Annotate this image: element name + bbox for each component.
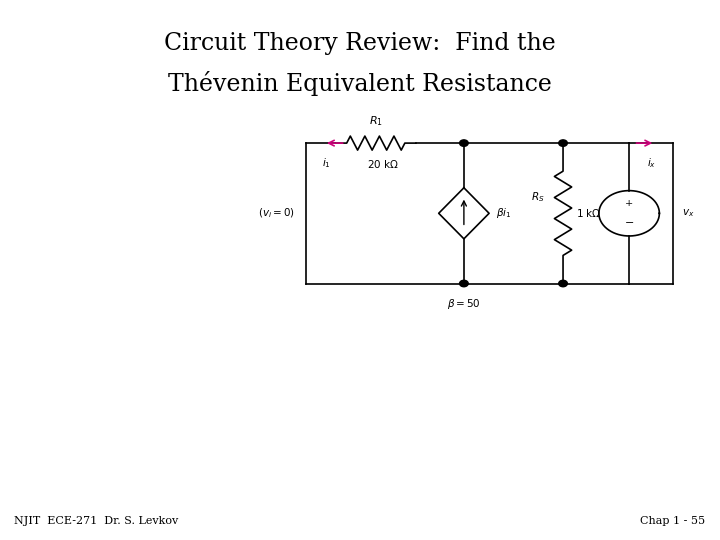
Text: $R_1$: $R_1$ <box>369 114 383 128</box>
Circle shape <box>559 280 567 287</box>
Text: −: − <box>624 218 634 228</box>
Text: $20\ \mathrm{k\Omega}$: $20\ \mathrm{k\Omega}$ <box>367 158 399 170</box>
Text: Thévenin Equivalent Resistance: Thévenin Equivalent Resistance <box>168 71 552 96</box>
Text: $i_x$: $i_x$ <box>647 157 656 171</box>
Text: Chap 1 - 55: Chap 1 - 55 <box>641 516 706 526</box>
Text: $R_S$: $R_S$ <box>531 190 545 204</box>
Text: +: + <box>625 199 634 208</box>
Text: $1\ \mathrm{k\Omega}$: $1\ \mathrm{k\Omega}$ <box>576 207 601 219</box>
Text: $\beta = 50$: $\beta = 50$ <box>447 297 481 311</box>
Circle shape <box>459 140 468 146</box>
Text: $i_1$: $i_1$ <box>322 157 330 171</box>
Circle shape <box>459 280 468 287</box>
Text: NJIT  ECE-271  Dr. S. Levkov: NJIT ECE-271 Dr. S. Levkov <box>14 516 179 526</box>
Text: Circuit Theory Review:  Find the: Circuit Theory Review: Find the <box>164 32 556 55</box>
Text: $\beta i_1$: $\beta i_1$ <box>496 206 512 220</box>
Text: $(v_i = 0)$: $(v_i = 0)$ <box>258 206 295 220</box>
Circle shape <box>559 140 567 146</box>
Text: $v_x$: $v_x$ <box>682 207 694 219</box>
